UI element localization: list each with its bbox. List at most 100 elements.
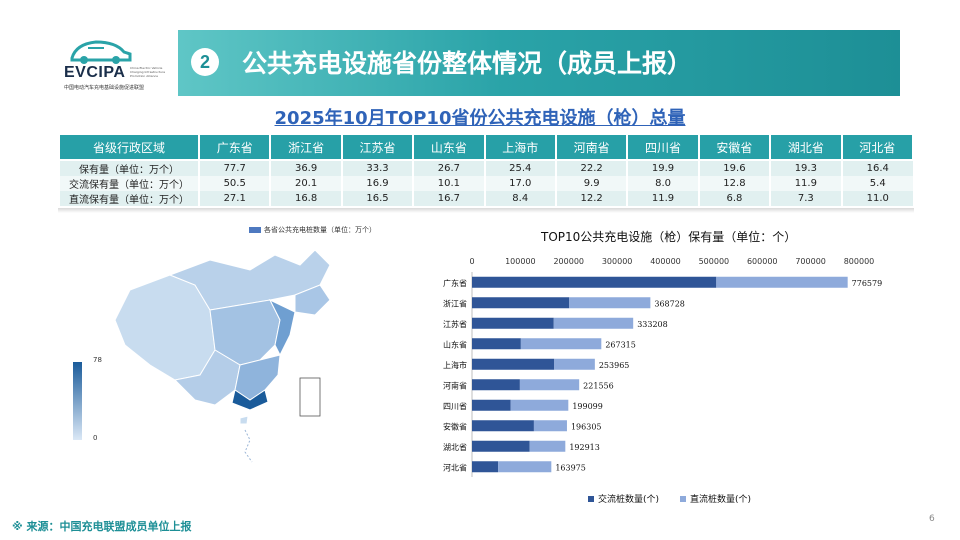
bar-total-label: 163975 <box>555 463 586 472</box>
category-label: 上海市 <box>443 360 467 370</box>
table-cell: 19.9 <box>626 160 699 176</box>
source-footnote: ※ 来源：中国充电联盟成员单位上报 <box>12 520 192 533</box>
bar-ac-segment <box>472 338 521 350</box>
bar-dc-segment <box>569 297 651 309</box>
table-cell: 27.1 <box>197 191 271 206</box>
bar-total-label: 192913 <box>569 443 600 452</box>
table-cell: 8.4 <box>483 191 556 206</box>
table-cell: 10.1 <box>412 176 485 191</box>
table-header-cell: 安徽省 <box>697 133 772 161</box>
map-legend-swatch <box>249 227 261 233</box>
bar-total-label: 196305 <box>571 422 602 431</box>
table-header-cell: 广东省 <box>197 133 272 161</box>
category-label: 湖北省 <box>443 442 467 452</box>
table-row-label: 直流保有量（单位：万个） <box>58 191 199 206</box>
category-label: 河北省 <box>443 462 467 472</box>
bar-total-label: 368728 <box>654 299 685 308</box>
map-color-scale: 78 0 <box>73 356 102 442</box>
bar-ac-segment <box>472 399 511 411</box>
page-number: 6 <box>929 514 935 524</box>
table-cell: 11.9 <box>769 176 842 191</box>
title-banner <box>178 30 900 96</box>
bar-ac-segment <box>472 461 499 473</box>
table-cell: 9.9 <box>554 176 628 191</box>
category-label: 江苏省 <box>443 319 467 329</box>
chart-title: TOP10公共充电设施（枪）保有量（单位：个） <box>541 230 797 244</box>
bar-ac-segment <box>472 276 717 288</box>
table-header-cell: 省级行政区域 <box>58 133 200 161</box>
map-legend: 各省公共充电桩数量（单位：万个） <box>249 225 376 235</box>
bar-total-label: 199099 <box>572 402 603 411</box>
bar-dc-segment <box>554 358 595 370</box>
bar-dc-segment <box>716 276 848 288</box>
table-cell: 7.3 <box>769 191 842 206</box>
x-tick-label: 400000 <box>650 257 681 266</box>
table-cell: 50.5 <box>197 176 271 191</box>
table-cell: 11.0 <box>840 191 913 206</box>
bar-dc-segment <box>533 420 567 432</box>
logo-org-name: 中国电动汽车充电基础设施促进联盟 <box>64 85 145 91</box>
section-number-badge: 2 <box>191 48 219 76</box>
table-row: 交流保有量（单位：万个） 50.5 20.1 16.9 10.1 17.0 9.… <box>58 176 913 191</box>
map-region-hainan <box>239 415 249 425</box>
table-cell: 19.3 <box>769 160 842 176</box>
bar-total-label: 333208 <box>637 320 668 329</box>
x-tick-label: 700000 <box>795 257 826 266</box>
map-color-scale-bar <box>73 362 82 440</box>
bar-dc-segment <box>553 317 634 329</box>
table-cell: 26.7 <box>412 160 485 176</box>
bar-ac-segment <box>472 297 570 309</box>
map-region-guangdong <box>231 389 269 411</box>
table-cell: 11.9 <box>626 191 699 206</box>
category-label: 山东省 <box>443 339 467 349</box>
x-tick-label: 600000 <box>747 257 778 266</box>
legend-swatch <box>588 496 594 502</box>
table-row: 保有量（单位：万个） 77.7 36.9 33.3 26.7 25.4 22.2… <box>58 160 913 176</box>
table-cell: 19.6 <box>697 160 771 176</box>
bar-ac-segment <box>472 379 520 391</box>
table-header-cell: 四川省 <box>626 133 700 161</box>
table-cell: 16.9 <box>340 176 414 191</box>
table-header-cell: 河南省 <box>554 133 629 161</box>
table-row-label: 保有量（单位：万个） <box>58 160 199 176</box>
south-china-sea-islands <box>244 429 253 463</box>
table-cell: 16.7 <box>412 191 485 206</box>
category-label: 安徽省 <box>443 421 467 431</box>
x-tick-label: 100000 <box>505 257 536 266</box>
table-title: 2025年10月TOP10省份公共充电设施（枪）总量 <box>274 108 686 129</box>
bar-total-label: 267315 <box>605 340 636 349</box>
table-cell: 6.8 <box>697 191 771 206</box>
table-cell: 16.4 <box>840 160 913 176</box>
table-cell: 20.1 <box>269 176 342 191</box>
table-cell: 16.8 <box>269 191 342 206</box>
south-china-sea-inset <box>299 377 321 417</box>
province-summary-table: 省级行政区域 广东省 浙江省 江苏省 山东省 上海市 河南省 四川省 安徽省 湖… <box>58 133 915 206</box>
table-cell: 77.7 <box>197 160 271 176</box>
table-header-row: 省级行政区域 广东省 浙江省 江苏省 山东省 上海市 河南省 四川省 安徽省 湖… <box>58 133 915 161</box>
table-cell: 33.3 <box>340 160 414 176</box>
bar-total-label: 776579 <box>852 279 883 288</box>
table-cell: 12.2 <box>554 191 628 206</box>
map-scale-min-label: 0 <box>93 434 98 442</box>
map-scale-max-label: 78 <box>93 356 102 364</box>
x-tick-label: 500000 <box>699 257 730 266</box>
table-cell: 22.2 <box>554 160 628 176</box>
table-cell: 36.9 <box>269 160 342 176</box>
table-cell: 5.4 <box>840 176 913 191</box>
table-header-cell: 湖北省 <box>769 133 843 161</box>
bar-total-label: 253965 <box>599 361 630 370</box>
top10-stacked-bar-chart: 0 100000 200000 300000 400000 500000 600000 700… <box>443 257 883 505</box>
bar-dc-segment <box>519 379 580 391</box>
category-label: 河南省 <box>443 380 467 390</box>
table-cell: 12.8 <box>697 176 771 191</box>
bar-ac-segment <box>472 358 555 370</box>
china-province-map <box>114 249 331 463</box>
logo-brand: EVCIPA <box>64 64 126 81</box>
category-label: 四川省 <box>443 401 467 411</box>
bar-dc-segment <box>498 461 552 473</box>
bar-ac-segment <box>472 317 554 329</box>
map-legend-label: 各省公共充电桩数量（单位：万个） <box>264 226 376 234</box>
table-header-cell: 河北省 <box>840 133 915 161</box>
table-cell: 16.5 <box>340 191 414 206</box>
bar-dc-segment <box>520 338 602 350</box>
